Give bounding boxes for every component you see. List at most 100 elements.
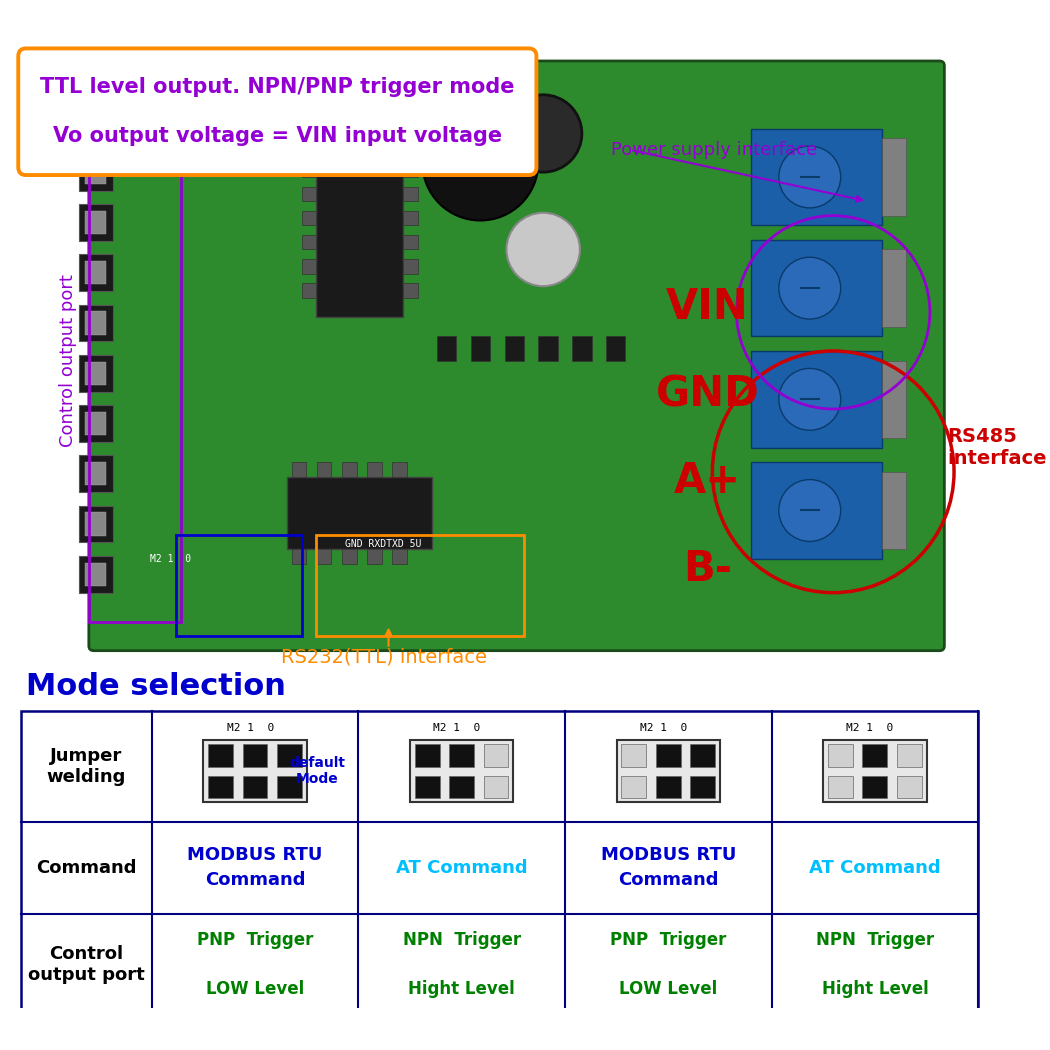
Bar bbox=[317, 549, 332, 564]
Bar bbox=[572, 336, 591, 360]
Bar bbox=[301, 187, 316, 202]
Text: default
Mode: default Mode bbox=[289, 756, 345, 785]
Bar bbox=[606, 336, 626, 360]
Bar bbox=[410, 740, 513, 802]
Bar bbox=[316, 94, 403, 317]
Bar bbox=[368, 549, 382, 564]
Circle shape bbox=[779, 480, 841, 542]
Bar bbox=[882, 471, 906, 549]
Bar bbox=[342, 462, 357, 477]
Bar bbox=[882, 139, 906, 215]
Bar bbox=[751, 239, 882, 336]
Bar bbox=[415, 744, 440, 766]
Bar bbox=[243, 776, 268, 798]
Bar bbox=[26, 56, 529, 167]
Bar bbox=[470, 336, 490, 360]
Circle shape bbox=[504, 94, 582, 172]
Bar bbox=[89, 105, 181, 622]
Bar bbox=[656, 744, 680, 766]
Text: Hight Level: Hight Level bbox=[821, 980, 928, 998]
Bar bbox=[301, 211, 316, 226]
Bar bbox=[99, 70, 935, 640]
Bar bbox=[622, 776, 646, 798]
Bar bbox=[292, 462, 307, 477]
Text: A+: A+ bbox=[674, 461, 741, 503]
Text: M2 1  0: M2 1 0 bbox=[639, 723, 687, 733]
Bar bbox=[85, 110, 106, 133]
Bar bbox=[368, 462, 382, 477]
Text: VIN: VIN bbox=[666, 287, 749, 329]
Text: MODBUS RTU
Command: MODBUS RTU Command bbox=[601, 846, 736, 889]
Bar bbox=[208, 776, 233, 798]
Bar bbox=[243, 744, 268, 766]
Bar bbox=[616, 740, 720, 802]
Bar bbox=[85, 462, 106, 485]
Text: TTL level output. NPN/PNP trigger mode: TTL level output. NPN/PNP trigger mode bbox=[40, 78, 514, 98]
Bar bbox=[484, 744, 508, 766]
Bar bbox=[301, 163, 316, 177]
Text: M2 1  0: M2 1 0 bbox=[150, 553, 191, 564]
Text: M2 1  0: M2 1 0 bbox=[846, 723, 894, 733]
Bar bbox=[85, 312, 106, 335]
Bar bbox=[85, 512, 106, 536]
Bar bbox=[823, 740, 926, 802]
Bar bbox=[301, 259, 316, 274]
Text: R413D08: R413D08 bbox=[192, 108, 256, 121]
Bar bbox=[301, 284, 316, 298]
Bar bbox=[79, 405, 113, 442]
Circle shape bbox=[422, 105, 539, 220]
Bar bbox=[828, 776, 853, 798]
Bar bbox=[415, 776, 440, 798]
Text: NPN  Trigger: NPN Trigger bbox=[402, 931, 521, 949]
Text: LOW Level: LOW Level bbox=[206, 980, 304, 998]
Bar bbox=[690, 776, 715, 798]
Text: MODBUS RTU
Command: MODBUS RTU Command bbox=[187, 846, 322, 889]
Text: Jumper
welding: Jumper welding bbox=[47, 747, 126, 785]
Circle shape bbox=[779, 146, 841, 208]
Bar bbox=[751, 351, 882, 447]
FancyBboxPatch shape bbox=[18, 48, 537, 175]
Bar bbox=[484, 776, 508, 798]
Text: Mode selection: Mode selection bbox=[26, 672, 286, 701]
Bar bbox=[622, 744, 646, 766]
Bar bbox=[751, 462, 882, 559]
Bar bbox=[85, 563, 106, 586]
Bar bbox=[79, 304, 113, 341]
Bar bbox=[403, 187, 418, 202]
Bar bbox=[393, 462, 407, 477]
Bar bbox=[301, 139, 316, 153]
Text: B-: B- bbox=[684, 547, 732, 589]
Bar bbox=[403, 114, 418, 129]
Bar bbox=[175, 534, 301, 636]
Bar bbox=[897, 776, 922, 798]
Text: PNP  Trigger: PNP Trigger bbox=[610, 931, 727, 949]
Bar bbox=[539, 336, 558, 360]
Bar bbox=[85, 412, 106, 435]
Bar bbox=[287, 477, 432, 549]
Bar bbox=[85, 261, 106, 285]
Bar bbox=[656, 776, 680, 798]
Bar bbox=[21, 711, 979, 1015]
Text: M2 1  0: M2 1 0 bbox=[227, 723, 274, 733]
Text: Control output port: Control output port bbox=[59, 274, 77, 447]
Text: Control
output port: Control output port bbox=[28, 945, 145, 984]
Bar bbox=[403, 284, 418, 298]
Bar bbox=[301, 114, 316, 129]
Circle shape bbox=[779, 257, 841, 319]
Bar bbox=[79, 456, 113, 492]
Bar bbox=[317, 462, 332, 477]
Circle shape bbox=[506, 213, 580, 287]
Bar bbox=[403, 259, 418, 274]
Bar bbox=[437, 336, 456, 360]
Bar bbox=[882, 360, 906, 438]
FancyBboxPatch shape bbox=[89, 61, 944, 651]
Bar bbox=[301, 235, 316, 250]
Text: M2 1  0: M2 1 0 bbox=[434, 723, 481, 733]
Bar bbox=[751, 129, 882, 226]
Bar bbox=[862, 776, 887, 798]
Bar bbox=[277, 776, 301, 798]
Bar bbox=[403, 211, 418, 226]
Bar bbox=[79, 153, 113, 190]
Bar bbox=[862, 744, 887, 766]
Bar bbox=[208, 744, 233, 766]
